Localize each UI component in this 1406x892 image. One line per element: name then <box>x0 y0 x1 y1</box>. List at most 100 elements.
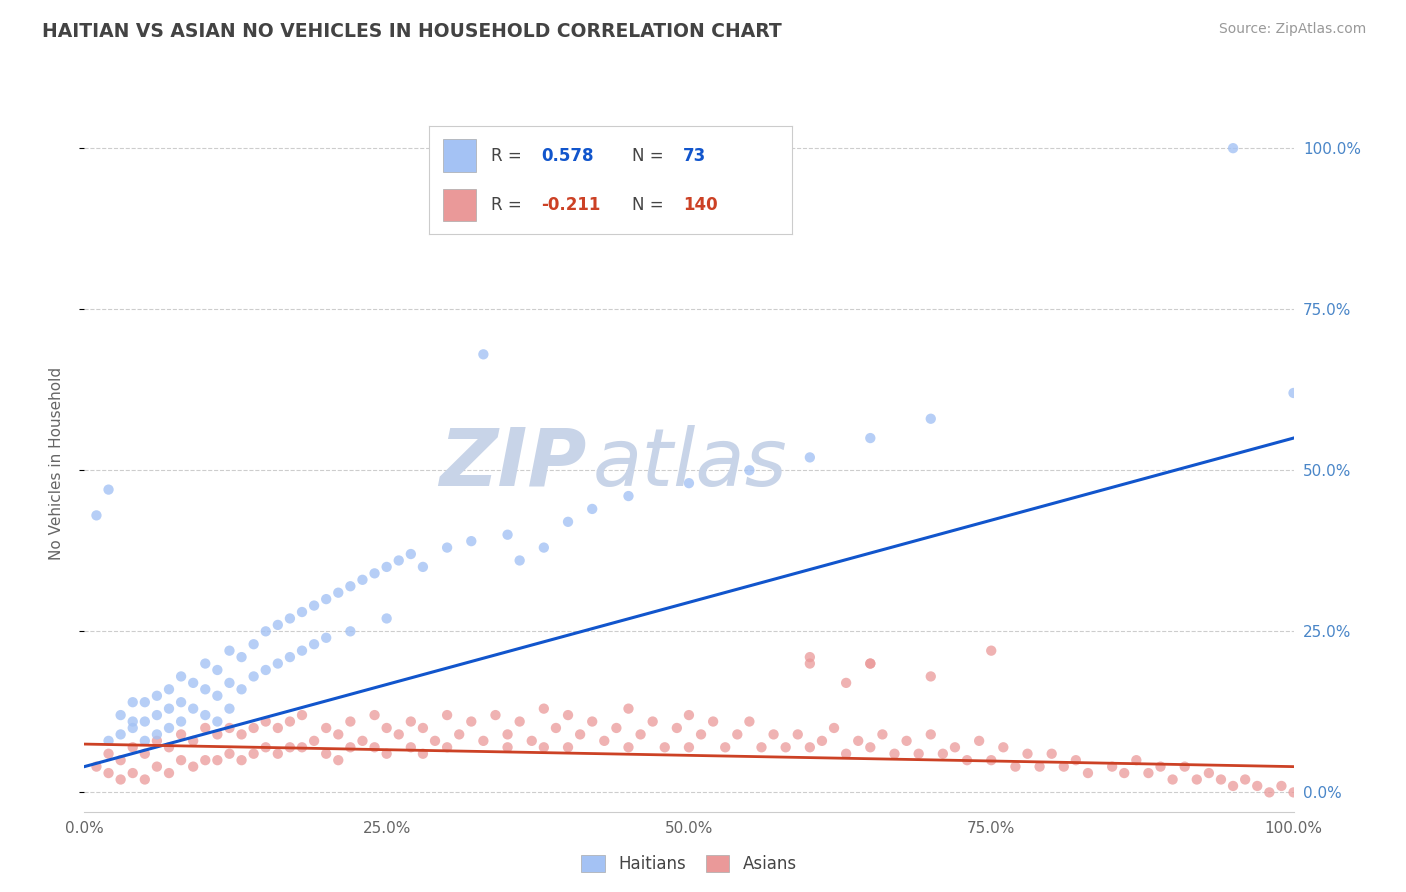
Point <box>1125 753 1147 767</box>
Point <box>339 714 361 729</box>
Point <box>110 753 132 767</box>
Point <box>472 347 495 361</box>
Point <box>157 701 180 715</box>
Point <box>315 747 337 761</box>
Point <box>267 747 290 761</box>
Point <box>509 714 531 729</box>
Point <box>194 657 217 671</box>
Point <box>231 753 253 767</box>
Text: Source: ZipAtlas.com: Source: ZipAtlas.com <box>1219 22 1367 37</box>
Point <box>146 727 169 741</box>
Point <box>799 657 821 671</box>
Point <box>110 727 132 741</box>
Point <box>1028 759 1050 773</box>
Point <box>1222 141 1244 155</box>
Point <box>896 734 918 748</box>
Point <box>460 714 482 729</box>
Point <box>593 734 616 748</box>
Point <box>980 753 1002 767</box>
Point <box>278 714 301 729</box>
Point <box>278 611 301 625</box>
Point <box>97 734 120 748</box>
Point <box>121 714 143 729</box>
Point <box>170 695 193 709</box>
Point <box>1161 772 1184 787</box>
Point <box>630 727 652 741</box>
Point <box>846 734 869 748</box>
Point <box>388 727 411 741</box>
Point <box>943 740 966 755</box>
Point <box>291 643 314 657</box>
Point <box>121 766 143 780</box>
Point <box>714 740 737 755</box>
Point <box>375 747 398 761</box>
Point <box>231 727 253 741</box>
Point <box>665 721 688 735</box>
Point <box>97 483 120 497</box>
Point <box>146 689 169 703</box>
Point <box>1040 747 1063 761</box>
Text: ZIP: ZIP <box>439 425 586 503</box>
Point <box>97 747 120 761</box>
Point <box>363 740 385 755</box>
Point <box>496 727 519 741</box>
Point <box>302 599 325 613</box>
Point <box>207 663 229 677</box>
Point <box>375 560 398 574</box>
Point <box>1282 386 1305 401</box>
Point <box>412 721 434 735</box>
Point <box>242 747 264 761</box>
Point <box>533 701 555 715</box>
Point <box>157 682 180 697</box>
Point <box>725 727 748 741</box>
Point <box>496 527 519 541</box>
Point <box>146 708 169 723</box>
Point <box>146 734 169 748</box>
Point <box>460 534 482 549</box>
Point <box>181 676 204 690</box>
Point <box>86 508 108 523</box>
Point <box>1137 766 1160 780</box>
Point <box>920 411 942 425</box>
Point <box>170 727 193 741</box>
Y-axis label: No Vehicles in Household: No Vehicles in Household <box>49 368 63 560</box>
Point <box>339 579 361 593</box>
Point <box>399 547 422 561</box>
Point <box>605 721 627 735</box>
Point <box>134 747 156 761</box>
Point <box>218 721 240 735</box>
Point <box>1258 785 1281 799</box>
Point <box>242 669 264 683</box>
Point <box>1185 772 1208 787</box>
Text: HAITIAN VS ASIAN NO VEHICLES IN HOUSEHOLD CORRELATION CHART: HAITIAN VS ASIAN NO VEHICLES IN HOUSEHOL… <box>42 22 782 41</box>
Point <box>375 611 398 625</box>
Point <box>509 553 531 567</box>
Point <box>883 747 905 761</box>
Point <box>121 740 143 755</box>
Point <box>617 489 640 503</box>
Point <box>194 721 217 735</box>
Point <box>328 727 350 741</box>
Point <box>231 650 253 665</box>
Point <box>242 637 264 651</box>
Point <box>557 708 579 723</box>
Point <box>859 431 882 445</box>
Point <box>436 740 458 755</box>
Point <box>859 657 882 671</box>
Legend: Haitians, Asians: Haitians, Asians <box>575 848 803 880</box>
Point <box>678 740 700 755</box>
Point <box>352 573 374 587</box>
Point <box>146 759 169 773</box>
Point <box>786 727 808 741</box>
Point <box>449 727 471 741</box>
Point <box>859 740 882 755</box>
Point <box>1174 759 1197 773</box>
Point <box>291 605 314 619</box>
Point <box>363 566 385 581</box>
Point <box>738 714 761 729</box>
Point <box>967 734 990 748</box>
Point <box>751 740 773 755</box>
Point <box>278 740 301 755</box>
Point <box>242 721 264 735</box>
Point <box>267 721 290 735</box>
